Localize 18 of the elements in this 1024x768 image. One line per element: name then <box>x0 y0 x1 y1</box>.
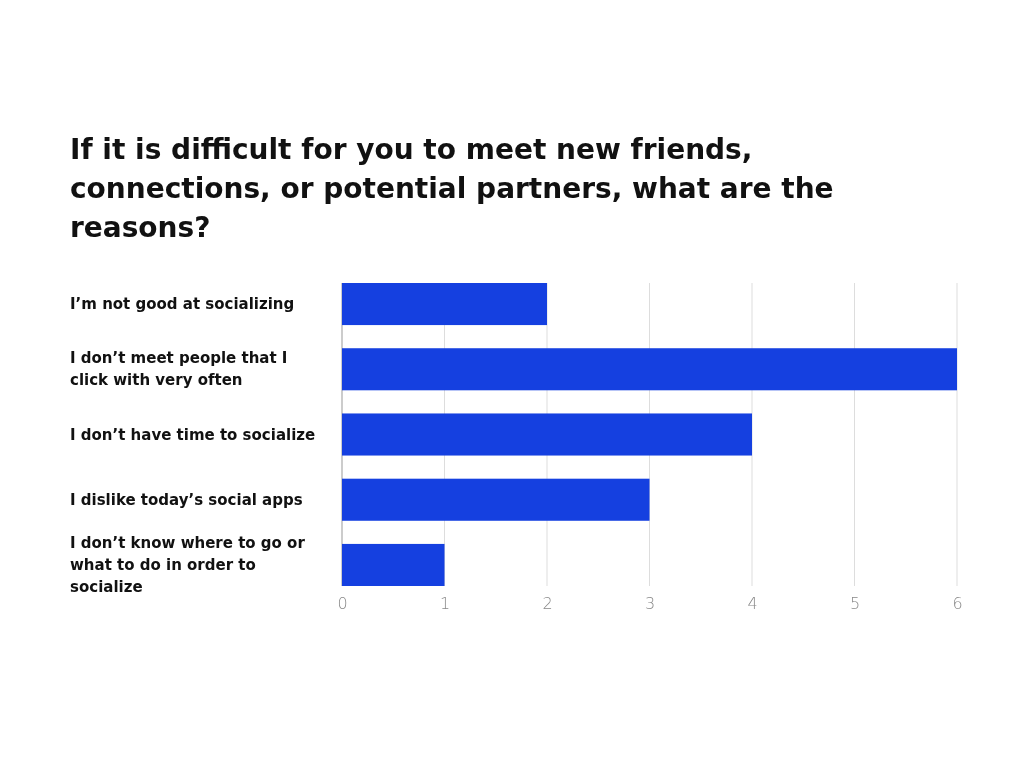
y-tick-label: I don’t meet people that I click with very often <box>70 349 288 390</box>
x-tick-label: 5 <box>849 594 861 614</box>
y-tick-label: I don’t know where to go or what to do in order to socialize <box>70 533 306 596</box>
bar <box>342 543 445 586</box>
x-tick-label: 4 <box>747 594 758 614</box>
x-tick-label: 0 <box>337 594 348 614</box>
x-tick-label: 1 <box>439 594 451 614</box>
bar <box>342 413 752 456</box>
bar <box>342 348 957 391</box>
y-tick-label: I don’t have time to socialize <box>70 425 316 444</box>
x-tick-label: 2 <box>542 594 553 614</box>
x-tick-label: 6 <box>952 594 963 614</box>
y-tick-label: I dislike today’s social apps <box>70 490 303 509</box>
x-tick-label: 3 <box>644 594 656 614</box>
bar <box>342 478 650 521</box>
chart-title: If it is difficult for you to meet new friends, connections, or potential partners, what are the reasons? <box>70 133 834 244</box>
bar <box>342 283 547 326</box>
y-tick-label: I’m not good at socializing <box>70 295 295 314</box>
